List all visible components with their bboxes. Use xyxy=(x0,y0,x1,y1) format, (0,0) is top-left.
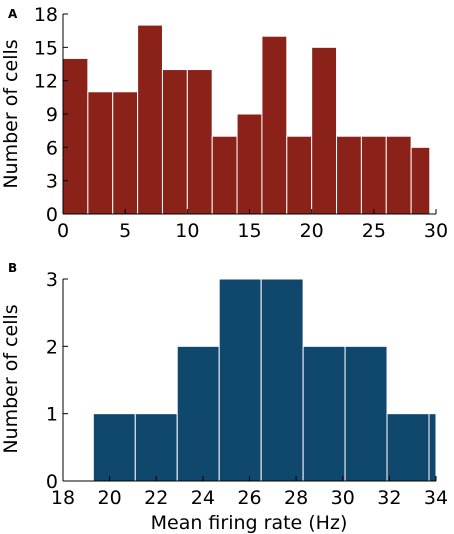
panel-b-x-tick-label: 20 xyxy=(98,487,122,509)
panel-b-bar-7 xyxy=(344,345,388,482)
panel-a-x-ticks: 0 5 10 15 20 25 30 xyxy=(57,209,448,242)
panel-a-bar-7 xyxy=(211,135,238,215)
panel-b-x-tick-label: 24 xyxy=(191,487,215,509)
panel-b-label: B xyxy=(8,261,17,275)
panel-a-y-tick-label: 3 xyxy=(46,171,58,193)
panel-a-y-tick-label: 0 xyxy=(46,204,58,226)
panel-a-bar-13 xyxy=(360,135,387,215)
panel-b-x-tick-label: 30 xyxy=(331,487,355,509)
panel-a-bar-11 xyxy=(311,46,338,215)
panel-b-y-tick-label: 2 xyxy=(46,336,58,358)
panel-a-bar-3 xyxy=(112,91,139,215)
panel-b-y-tick-label: 0 xyxy=(46,471,58,493)
panel-a-bar-9 xyxy=(261,35,288,215)
panel-a-x-tick-label: 20 xyxy=(300,220,324,242)
panel-b-bar-6 xyxy=(302,345,346,482)
panel-a-x-tick-label: 25 xyxy=(362,220,386,242)
panel-b-bar-8 xyxy=(386,413,430,482)
panel-a-bar-1 xyxy=(62,57,89,215)
panel-b-y-axis-label: Number of cells xyxy=(0,304,22,453)
panel-a-bar-15 xyxy=(410,146,431,215)
panel-b-y-tick-label: 1 xyxy=(46,404,58,426)
panel-a-x-tick-label: 5 xyxy=(119,220,131,242)
panel-a-bar-5 xyxy=(161,69,188,215)
panel-b-bar-1 xyxy=(92,413,136,482)
panel-a-y-axis-label: Number of cells xyxy=(0,39,22,188)
panel-a-x-tick-label: 10 xyxy=(175,220,199,242)
panel-b-x-axis-label: Mean firing rate (Hz) xyxy=(151,512,348,534)
panel-a-bar-12 xyxy=(336,135,362,215)
panel-a-bar-8 xyxy=(236,113,263,215)
panel-a: A Number of cells 0 3 6 9 12 15 18 0 5 10 15 20 25 3… xyxy=(0,4,448,242)
panel-b-x-tick-label: 18 xyxy=(51,487,75,509)
panel-a-y-tick-label: 9 xyxy=(46,104,58,126)
panel-a-y-tick-label: 18 xyxy=(34,4,58,26)
panel-a-y-tick-label: 12 xyxy=(34,71,58,93)
panel-b-y-ticks: 0 1 2 3 xyxy=(46,269,68,493)
panel-a-y-tick-label: 15 xyxy=(34,37,58,59)
panel-b-bars xyxy=(92,278,437,482)
panel-b-x-tick-label: 26 xyxy=(237,487,261,509)
panel-a-bar-2 xyxy=(87,91,114,215)
panel-a-bars xyxy=(62,24,431,215)
panel-b-x-tick-label: 22 xyxy=(144,487,168,509)
panel-b-x-ticks: 18 20 22 24 26 28 30 32 34 xyxy=(51,476,448,509)
panel-b-bar-2 xyxy=(134,413,178,482)
panel-a-x-tick-label: 15 xyxy=(237,220,261,242)
panel-a-bar-10 xyxy=(286,135,313,215)
panel-b-y-tick-label: 3 xyxy=(46,269,58,291)
panel-b: B Number of cells 0 1 2 3 18 20 22 24 26 28 30 32 3… xyxy=(0,261,448,534)
panel-b-bar-3 xyxy=(176,345,220,482)
panel-a-y-tick-label: 6 xyxy=(46,137,58,159)
panel-a-x-tick-label: 0 xyxy=(57,220,69,242)
panel-a-bar-4 xyxy=(137,24,163,215)
panel-a-bar-6 xyxy=(186,69,213,215)
panel-a-x-tick-label: 30 xyxy=(424,220,448,242)
panel-a-label: A xyxy=(8,7,18,21)
panel-b-x-tick-label: 28 xyxy=(284,487,308,509)
panel-a-bar-14 xyxy=(385,135,412,215)
panel-b-x-tick-label: 34 xyxy=(424,487,448,509)
panel-a-y-ticks: 0 3 6 9 12 15 18 xyxy=(34,4,68,226)
panel-b-bar-5 xyxy=(260,278,304,482)
panel-b-x-tick-label: 32 xyxy=(377,487,401,509)
panel-b-bar-9 xyxy=(428,413,437,482)
panel-b-bar-4 xyxy=(218,278,262,482)
